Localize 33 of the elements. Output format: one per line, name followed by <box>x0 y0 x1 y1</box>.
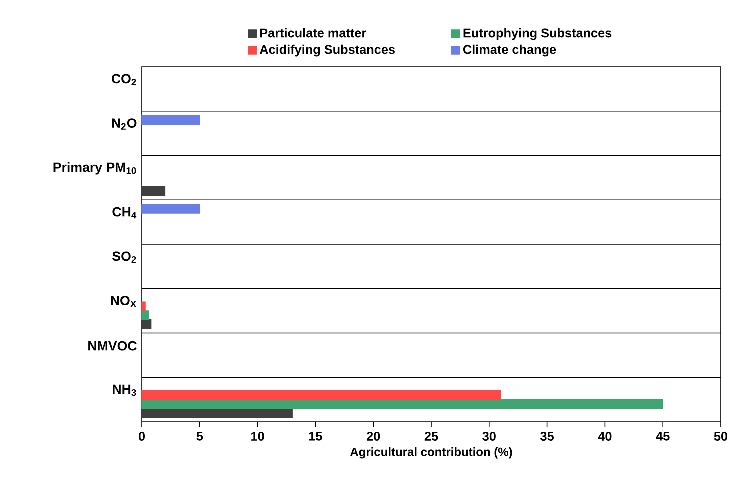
legend-label: Acidifying Substances <box>260 44 395 57</box>
y-tick-label: CO$_{2}$ <box>112 74 136 86</box>
x-tick-label: 40 <box>598 432 612 442</box>
x-axis-title: Agricultural contribution (%) <box>350 448 512 459</box>
bar <box>142 204 200 214</box>
bar <box>142 320 152 330</box>
bar <box>142 390 502 400</box>
legend-label: Climate change <box>463 44 556 57</box>
x-tick-label: 15 <box>309 432 322 441</box>
x-tick-label: 45 <box>656 432 670 441</box>
bar <box>142 399 664 410</box>
x-tick-label: 25 <box>424 432 438 442</box>
bar <box>142 115 200 126</box>
x-tick-label: 5 <box>196 432 204 441</box>
x-tick-label: 35 <box>540 432 554 442</box>
y-tick-label: CH$_{4}$ <box>112 207 137 219</box>
y-tick-label: Primary PM$_{10}$ <box>54 162 136 175</box>
x-tick-label: 0 <box>138 432 146 442</box>
y-tick-label: NH$_{3}$ <box>113 384 136 396</box>
y-tick-label: SO$_{2}$ <box>112 252 136 264</box>
x-tick-label: 20 <box>366 432 380 442</box>
legend-label: Particulate matter <box>260 28 366 38</box>
bar <box>142 302 146 312</box>
x-tick-label: 10 <box>252 432 264 442</box>
y-tick-label: NO$_{X}$ <box>111 296 137 308</box>
x-tick-label: 50 <box>714 432 728 442</box>
bar <box>142 408 293 418</box>
bar <box>142 186 166 196</box>
x-tick-label: 30 <box>482 432 496 442</box>
bar <box>142 310 150 320</box>
y-tick-label: N$_{2}$O <box>112 118 137 130</box>
legend-label: Eutrophying Substances <box>464 28 612 40</box>
y-tick-label: NMVOC <box>88 341 137 351</box>
